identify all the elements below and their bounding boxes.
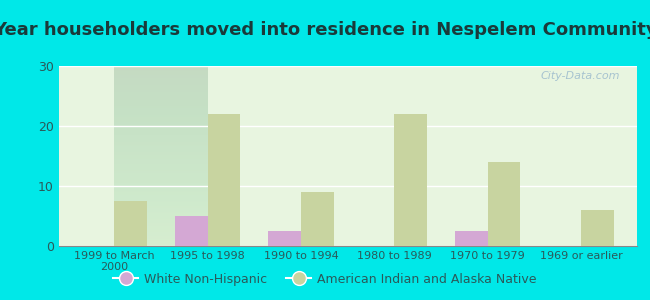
Bar (208, 114, 240, 246)
Bar (581, 210, 614, 246)
Bar (114, 201, 147, 246)
Bar (455, 231, 488, 246)
Legend: White Non-Hispanic, American Indian and Alaska Native: White Non-Hispanic, American Indian and … (108, 268, 542, 291)
Bar (268, 231, 301, 246)
Text: Year householders moved into residence in Nespelem Community: Year householders moved into residence i… (0, 21, 650, 39)
Text: City-Data.com: City-Data.com (540, 71, 619, 81)
Bar (175, 216, 208, 246)
Bar (488, 162, 521, 246)
Bar (301, 192, 333, 246)
Bar (395, 114, 427, 246)
